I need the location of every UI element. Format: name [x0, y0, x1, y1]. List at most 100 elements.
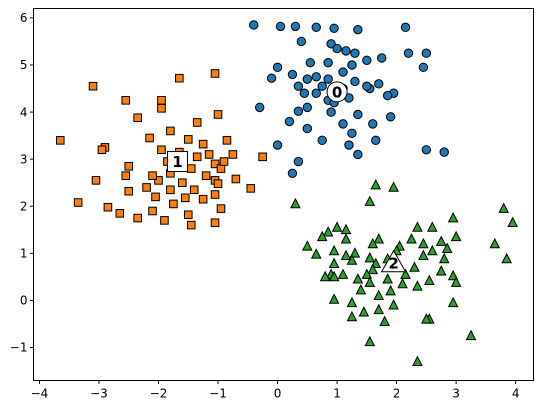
- point-class-0-24: [350, 76, 360, 87]
- point-class-1-46: [103, 202, 113, 212]
- point-class-2-52: [355, 283, 367, 295]
- point-class-2-2: [290, 197, 301, 209]
- data-points: [55, 20, 518, 366]
- point-class-0-48: [439, 147, 449, 157]
- point-class-0-39: [338, 119, 348, 129]
- point-class-2-69: [400, 268, 411, 279]
- point-class-2-7: [331, 221, 343, 232]
- point-class-1-10: [166, 126, 175, 136]
- point-class-2-49: [450, 276, 462, 287]
- y-tick-label-4: 3: [20, 152, 28, 166]
- point-class-1-33: [231, 174, 241, 184]
- point-class-2-53: [412, 280, 423, 291]
- point-class-2-54: [385, 284, 396, 296]
- point-class-2-3: [364, 195, 376, 206]
- y-tick-label-2: 1: [20, 247, 28, 261]
- point-class-2-0: [370, 178, 382, 190]
- point-class-0-49: [353, 149, 363, 160]
- point-class-1-49: [115, 209, 125, 218]
- point-class-0-35: [293, 106, 304, 116]
- point-class-0-23: [323, 74, 333, 84]
- point-class-1-44: [73, 198, 83, 207]
- point-class-2-32: [438, 252, 450, 264]
- point-class-0-5: [353, 24, 363, 35]
- point-class-2-15: [316, 230, 328, 242]
- x-tick-label-4: 0: [274, 387, 282, 401]
- x-tick-label-7: 3: [452, 387, 460, 401]
- point-class-2-23: [426, 244, 438, 256]
- point-class-2-59: [447, 296, 459, 308]
- point-class-0-50: [293, 156, 304, 167]
- point-class-1-30: [154, 176, 163, 185]
- point-class-0-52: [299, 88, 310, 98]
- y-tick-label-1: 0: [20, 294, 28, 308]
- point-class-1-2: [210, 69, 220, 78]
- point-class-0-42: [302, 123, 313, 134]
- point-class-1-4: [121, 96, 131, 105]
- x-axis: −4 −3 −2 −1 0 1 2 3 4: [31, 380, 520, 401]
- cluster-label-2-background: [380, 249, 407, 273]
- point-class-0-54: [382, 90, 393, 101]
- point-class-2-60: [358, 306, 370, 317]
- point-class-2-42: [361, 268, 373, 279]
- point-class-0-34: [302, 102, 313, 113]
- y-tick-label-7: 6: [20, 11, 28, 25]
- point-class-2-9: [426, 221, 438, 232]
- point-class-2-11: [450, 230, 462, 242]
- point-class-2-12: [322, 226, 334, 237]
- point-class-0-43: [317, 135, 327, 146]
- y-axis: −1 0 1 2 3 4 5 6: [10, 11, 34, 355]
- point-class-1-43: [198, 194, 208, 204]
- point-class-2-39: [435, 265, 447, 276]
- point-class-0-11: [350, 48, 360, 58]
- point-class-0-19: [266, 73, 277, 83]
- point-class-1-58: [213, 179, 223, 188]
- x-tick-label-8: 4: [512, 387, 520, 401]
- point-class-1-25: [124, 161, 134, 171]
- point-class-2-57: [346, 296, 358, 308]
- point-class-0-38: [284, 116, 295, 127]
- point-class-2-63: [421, 313, 432, 324]
- point-class-1-52: [160, 216, 169, 225]
- point-class-1-7: [133, 113, 142, 123]
- point-class-2-56: [328, 293, 340, 304]
- point-class-1-53: [210, 218, 220, 228]
- point-class-2-38: [367, 263, 379, 275]
- point-class-2-47: [424, 274, 435, 285]
- point-class-2-44: [447, 269, 459, 281]
- point-class-2-41: [337, 268, 349, 279]
- point-class-0-40: [368, 119, 378, 129]
- x-tick-label-5: 1: [333, 387, 341, 401]
- cluster-label-0-text: 0: [332, 83, 342, 101]
- point-class-2-21: [489, 237, 501, 249]
- point-class-1-6: [213, 110, 223, 119]
- x-tick-label-0: −4: [31, 387, 49, 401]
- point-class-0-15: [305, 57, 315, 68]
- point-class-1-21: [204, 150, 214, 159]
- point-class-1-28: [201, 171, 211, 180]
- point-class-1-13: [198, 139, 208, 149]
- point-class-0-10: [341, 46, 351, 56]
- point-class-0-58: [385, 112, 396, 122]
- point-class-0-56: [338, 67, 348, 77]
- point-class-0-55: [362, 55, 372, 65]
- point-class-2-46: [352, 273, 364, 284]
- point-class-1-56: [219, 157, 229, 166]
- point-class-1-38: [246, 184, 256, 193]
- point-class-2-48: [382, 273, 393, 284]
- point-class-0-25: [374, 79, 384, 89]
- point-class-2-37: [409, 261, 420, 272]
- point-class-0-9: [332, 43, 342, 54]
- point-class-2-45: [319, 270, 331, 282]
- cluster-label-0-background: [326, 81, 348, 103]
- point-class-1-40: [210, 190, 220, 199]
- point-class-2-67: [364, 335, 376, 347]
- point-class-0-36: [326, 107, 336, 117]
- point-class-1-47: [216, 204, 226, 213]
- point-class-1-48: [148, 206, 157, 216]
- point-class-1-22: [192, 152, 202, 162]
- point-class-1-57: [148, 171, 157, 180]
- point-class-1-18: [97, 145, 107, 155]
- point-class-0-37: [353, 109, 363, 120]
- point-class-2-55: [373, 289, 385, 301]
